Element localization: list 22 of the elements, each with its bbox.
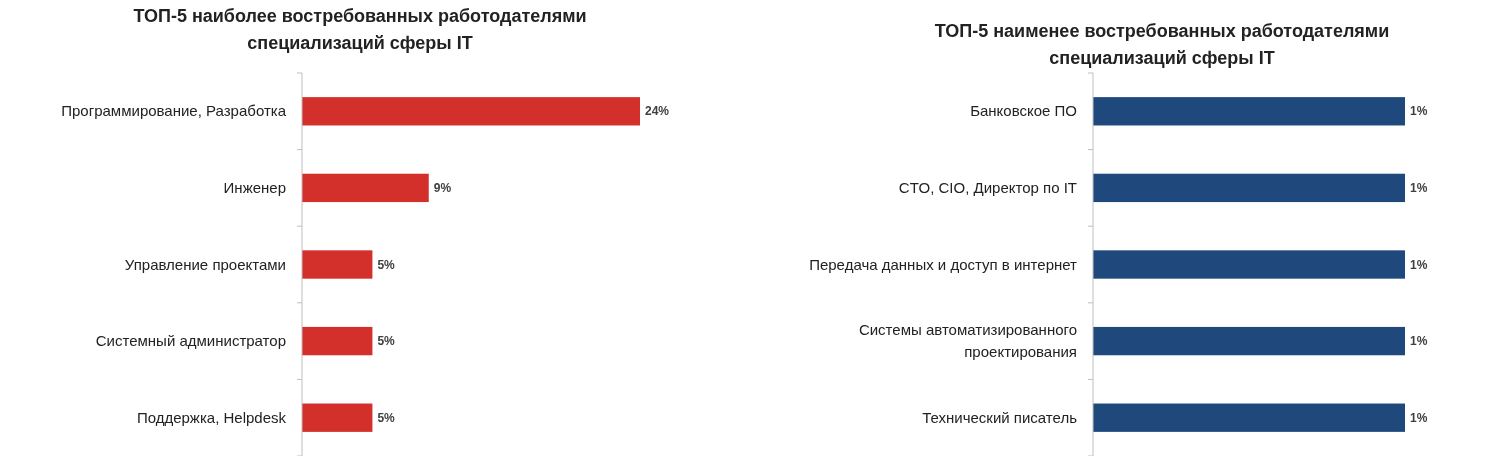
- y-tick-label: CTO, CIO, Директор по IT: [898, 178, 1077, 196]
- data-label: 1%: [1410, 410, 1428, 425]
- y-tick-label: Банковское ПО: [970, 102, 1077, 120]
- y-tick-label: Программирование, Разработка: [61, 102, 287, 120]
- chart-title: ТОП-5 наиболее востребованных работодателями специализаций сферы IT: [133, 6, 587, 53]
- data-label: 1%: [1410, 257, 1428, 272]
- data-label: 1%: [1410, 334, 1428, 349]
- y-tick-label: Инженер: [223, 178, 286, 196]
- data-label: 1%: [1410, 104, 1428, 119]
- data-label: 5%: [377, 410, 396, 425]
- data-label: 24%: [645, 104, 670, 119]
- y-tick-label: Технический писатель: [922, 408, 1078, 426]
- y-tick-label: Системы автоматизированного проектирования: [858, 321, 1077, 361]
- y-tick-label: Системный администратор: [95, 332, 286, 350]
- data-label: 1%: [1410, 180, 1428, 195]
- data-label: 9%: [433, 180, 452, 195]
- chart-title: ТОП-5 наименее востребованных работодателями специализаций сферы IT: [934, 21, 1390, 68]
- data-label: 5%: [377, 257, 396, 272]
- y-tick-label: Поддержка, Helpdesk: [136, 408, 287, 426]
- y-tick-label: Управление проектами: [124, 255, 286, 273]
- data-label: 5%: [377, 334, 396, 349]
- y-tick-label: Передача данных и доступ в интернет: [809, 255, 1078, 273]
